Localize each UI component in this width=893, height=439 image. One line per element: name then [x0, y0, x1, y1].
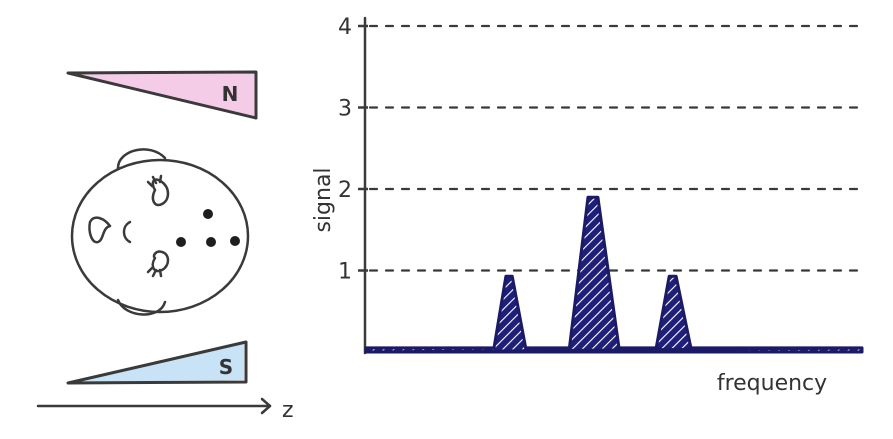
north-label: N	[222, 82, 239, 106]
z-axis-label: z	[282, 398, 294, 423]
y-ticks: 1 2 3 4	[338, 15, 368, 285]
head-features	[176, 209, 240, 247]
signal-chart: 1 2 3 4 signal frequency	[311, 15, 864, 396]
y-tick-label: 4	[338, 15, 352, 40]
z-axis-arrow: z	[36, 397, 294, 423]
grid-lines	[368, 24, 864, 272]
north-magnet: N	[66, 70, 258, 120]
south-magnet: S	[66, 340, 248, 385]
y-tick-label: 1	[338, 260, 352, 285]
y-tick-label: 3	[338, 97, 352, 122]
y-tick-label: 2	[338, 178, 352, 203]
x-axis-label: frequency	[717, 371, 827, 396]
head-illustration	[70, 148, 250, 316]
signal-trace	[364, 195, 864, 354]
south-label: S	[219, 355, 233, 379]
x-axis	[364, 346, 863, 354]
y-axis-label: signal	[311, 167, 336, 232]
